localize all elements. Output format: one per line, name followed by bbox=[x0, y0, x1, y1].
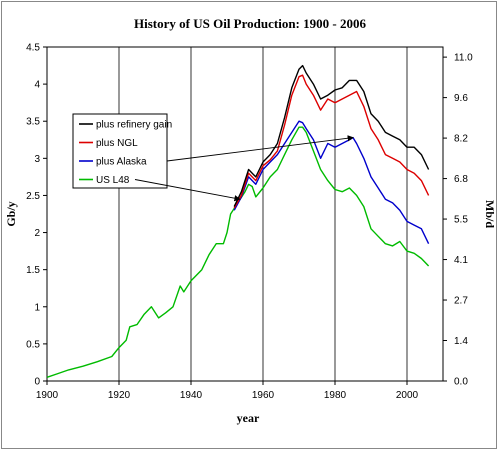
x-tick-label: 1900 bbox=[36, 390, 59, 401]
legend-label-plus-refinery-gain: plus refinery gain bbox=[96, 120, 172, 131]
legend-box bbox=[72, 113, 168, 189]
y-tick-label: 2 bbox=[34, 228, 40, 239]
y-tick-label: 0.5 bbox=[26, 339, 40, 350]
y-axis-right-label: Mb/d bbox=[483, 200, 497, 228]
chart-title: History of US Oil Production: 1900 - 200… bbox=[134, 16, 366, 31]
x-tick-label: 1920 bbox=[108, 390, 131, 401]
legend-arrows bbox=[134, 135, 354, 202]
y-right-tick-label: 2.7 bbox=[454, 296, 468, 307]
y-tick-label: 1.5 bbox=[26, 265, 40, 276]
y-tick-label: 4 bbox=[34, 80, 40, 91]
series-lines bbox=[46, 64, 430, 378]
y-right-tick-label: 5.5 bbox=[454, 215, 468, 226]
series-line-plus-refinery-gain bbox=[233, 64, 430, 207]
y-right-tick-label: 9.6 bbox=[454, 93, 468, 104]
x-axis-label: year bbox=[237, 411, 260, 425]
y-axis-label: Gb/y bbox=[4, 201, 18, 226]
plot-frame bbox=[46, 46, 444, 382]
x-tick-label: 2000 bbox=[396, 390, 419, 401]
x-tick-label: 1960 bbox=[252, 390, 275, 401]
series-line-us-l48 bbox=[46, 126, 430, 378]
legend-arrow-l48 bbox=[134, 179, 241, 202]
y-tick-label: 1 bbox=[34, 302, 40, 313]
x-tick-label: 1980 bbox=[324, 390, 347, 401]
y-tick-label: 3.5 bbox=[26, 117, 40, 128]
y-tick-label: 4.5 bbox=[26, 43, 40, 54]
y-right-tick-label: 6.8 bbox=[454, 174, 468, 185]
y-tick-label: 0 bbox=[34, 377, 40, 388]
axis-ticks: 1900 1920 1940 1960 1980 2000 0 0.5 1 1.5 2 2.5 3 3.5… bbox=[26, 43, 473, 402]
series-line-plus-alaska bbox=[233, 120, 430, 245]
legend: plus refinery gain plus NGL plus Alaska US … bbox=[72, 113, 172, 189]
legend-arrow-alaska bbox=[166, 135, 354, 162]
y-right-tick-label: 4.1 bbox=[454, 255, 468, 266]
series-line-plus-ngl bbox=[233, 74, 430, 209]
y-tick-label: 3 bbox=[34, 154, 40, 165]
y-right-tick-label: 11.0 bbox=[454, 53, 473, 64]
legend-label-plus-alaska: plus Alaska bbox=[96, 157, 147, 168]
y-right-tick-label: 0.0 bbox=[454, 377, 468, 388]
y-tick-label: 2.5 bbox=[26, 191, 40, 202]
y-right-tick-label: 8.2 bbox=[454, 134, 468, 145]
y-right-tick-label: 1.4 bbox=[454, 336, 468, 347]
x-tick-label: 1940 bbox=[180, 390, 203, 401]
grid bbox=[118, 47, 408, 381]
legend-label-us-l48: US L48 bbox=[96, 175, 130, 186]
legend-label-plus-ngl: plus NGL bbox=[96, 138, 138, 149]
